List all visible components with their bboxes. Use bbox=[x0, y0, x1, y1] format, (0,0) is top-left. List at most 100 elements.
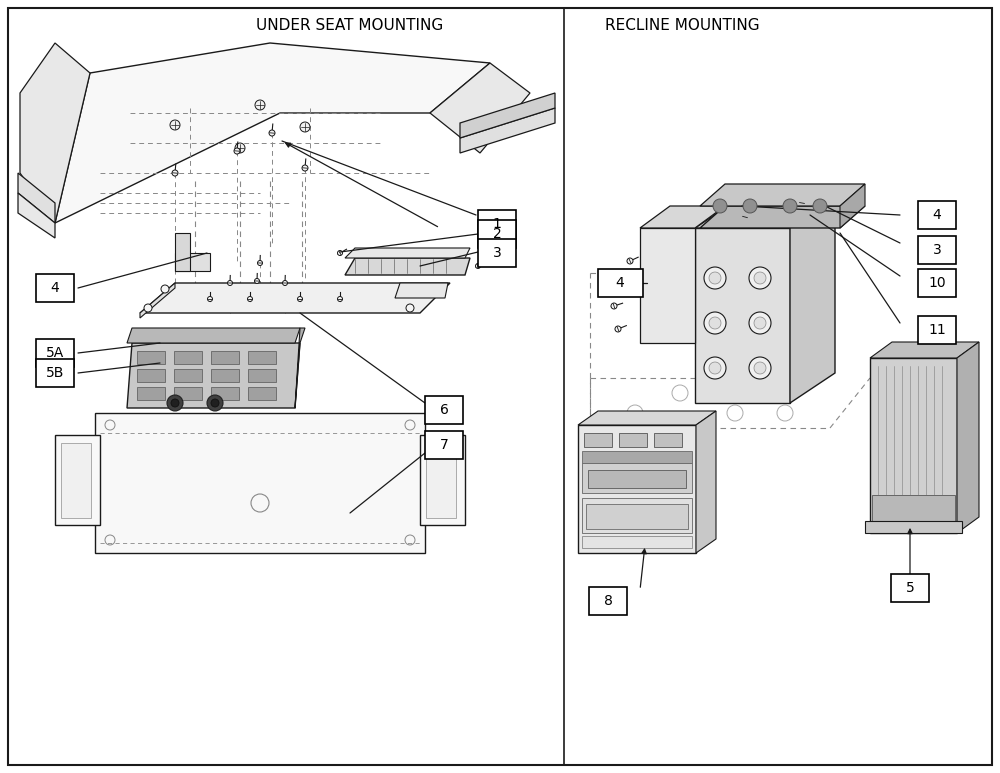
FancyBboxPatch shape bbox=[420, 435, 465, 525]
Circle shape bbox=[228, 281, 233, 285]
Circle shape bbox=[783, 199, 797, 213]
Polygon shape bbox=[140, 283, 450, 313]
Text: 5: 5 bbox=[906, 581, 914, 595]
Polygon shape bbox=[20, 43, 90, 223]
Circle shape bbox=[709, 317, 721, 329]
Polygon shape bbox=[175, 253, 210, 271]
Circle shape bbox=[283, 281, 288, 285]
FancyBboxPatch shape bbox=[174, 369, 202, 382]
Text: 7: 7 bbox=[440, 438, 448, 452]
FancyBboxPatch shape bbox=[654, 433, 682, 447]
Circle shape bbox=[426, 287, 434, 295]
Circle shape bbox=[617, 280, 623, 286]
FancyBboxPatch shape bbox=[478, 239, 516, 267]
Circle shape bbox=[338, 297, 343, 301]
FancyBboxPatch shape bbox=[918, 269, 956, 297]
Polygon shape bbox=[695, 198, 835, 228]
Circle shape bbox=[704, 312, 726, 334]
Text: 3: 3 bbox=[933, 243, 941, 257]
FancyBboxPatch shape bbox=[137, 351, 165, 364]
FancyBboxPatch shape bbox=[248, 387, 276, 400]
Circle shape bbox=[704, 357, 726, 379]
Circle shape bbox=[754, 272, 766, 284]
Polygon shape bbox=[175, 233, 190, 271]
FancyBboxPatch shape bbox=[248, 351, 276, 364]
Polygon shape bbox=[18, 173, 55, 223]
FancyBboxPatch shape bbox=[582, 498, 692, 533]
Circle shape bbox=[167, 395, 183, 411]
FancyBboxPatch shape bbox=[137, 369, 165, 382]
Circle shape bbox=[406, 304, 414, 312]
Circle shape bbox=[144, 304, 152, 312]
FancyBboxPatch shape bbox=[426, 443, 456, 518]
FancyBboxPatch shape bbox=[478, 210, 516, 238]
FancyBboxPatch shape bbox=[891, 574, 929, 602]
Circle shape bbox=[743, 199, 757, 213]
Text: RECLINE MOUNTING: RECLINE MOUNTING bbox=[605, 18, 760, 32]
Text: 5A: 5A bbox=[46, 346, 64, 360]
FancyBboxPatch shape bbox=[36, 359, 74, 387]
Circle shape bbox=[754, 317, 766, 329]
FancyBboxPatch shape bbox=[582, 463, 692, 493]
Text: 6: 6 bbox=[440, 403, 448, 417]
Circle shape bbox=[754, 362, 766, 374]
Polygon shape bbox=[695, 228, 790, 403]
Circle shape bbox=[171, 399, 179, 407]
Circle shape bbox=[302, 165, 308, 171]
Polygon shape bbox=[127, 343, 300, 408]
Polygon shape bbox=[430, 63, 530, 153]
Polygon shape bbox=[140, 283, 175, 318]
Text: 4: 4 bbox=[51, 281, 59, 295]
FancyBboxPatch shape bbox=[918, 236, 956, 264]
Circle shape bbox=[749, 267, 771, 289]
Circle shape bbox=[799, 200, 805, 206]
FancyBboxPatch shape bbox=[425, 431, 463, 459]
Polygon shape bbox=[700, 184, 865, 206]
Circle shape bbox=[713, 199, 727, 213]
Text: 8: 8 bbox=[604, 594, 612, 608]
Polygon shape bbox=[640, 228, 695, 343]
FancyBboxPatch shape bbox=[478, 220, 516, 248]
Polygon shape bbox=[640, 206, 725, 228]
FancyBboxPatch shape bbox=[174, 351, 202, 364]
Polygon shape bbox=[295, 328, 305, 408]
Polygon shape bbox=[700, 206, 865, 228]
FancyBboxPatch shape bbox=[36, 339, 74, 367]
Polygon shape bbox=[460, 108, 555, 153]
FancyBboxPatch shape bbox=[584, 433, 612, 447]
FancyBboxPatch shape bbox=[137, 387, 165, 400]
FancyBboxPatch shape bbox=[248, 369, 276, 382]
FancyBboxPatch shape bbox=[36, 274, 74, 302]
FancyBboxPatch shape bbox=[865, 521, 962, 533]
Polygon shape bbox=[18, 193, 55, 238]
FancyBboxPatch shape bbox=[95, 413, 425, 553]
Text: 1: 1 bbox=[493, 217, 501, 231]
FancyBboxPatch shape bbox=[582, 536, 692, 548]
Circle shape bbox=[208, 297, 213, 301]
Circle shape bbox=[258, 261, 263, 265]
Circle shape bbox=[709, 272, 721, 284]
Text: 5B: 5B bbox=[46, 366, 64, 380]
Polygon shape bbox=[578, 425, 696, 553]
FancyBboxPatch shape bbox=[589, 587, 627, 615]
FancyBboxPatch shape bbox=[211, 369, 239, 382]
Text: UNDER SEAT MOUNTING: UNDER SEAT MOUNTING bbox=[256, 18, 444, 32]
Circle shape bbox=[709, 362, 721, 374]
Text: 2: 2 bbox=[493, 227, 501, 241]
Polygon shape bbox=[345, 248, 470, 258]
Circle shape bbox=[255, 100, 265, 110]
FancyBboxPatch shape bbox=[211, 351, 239, 364]
Circle shape bbox=[248, 297, 253, 301]
Circle shape bbox=[207, 395, 223, 411]
Circle shape bbox=[298, 297, 303, 301]
Circle shape bbox=[813, 199, 827, 213]
FancyBboxPatch shape bbox=[61, 443, 91, 518]
FancyBboxPatch shape bbox=[872, 495, 955, 525]
Text: 11: 11 bbox=[928, 323, 946, 337]
Circle shape bbox=[615, 326, 621, 332]
Polygon shape bbox=[395, 283, 448, 298]
FancyBboxPatch shape bbox=[586, 504, 688, 529]
Circle shape bbox=[742, 214, 748, 220]
Text: 4: 4 bbox=[616, 276, 624, 290]
Polygon shape bbox=[460, 93, 555, 138]
